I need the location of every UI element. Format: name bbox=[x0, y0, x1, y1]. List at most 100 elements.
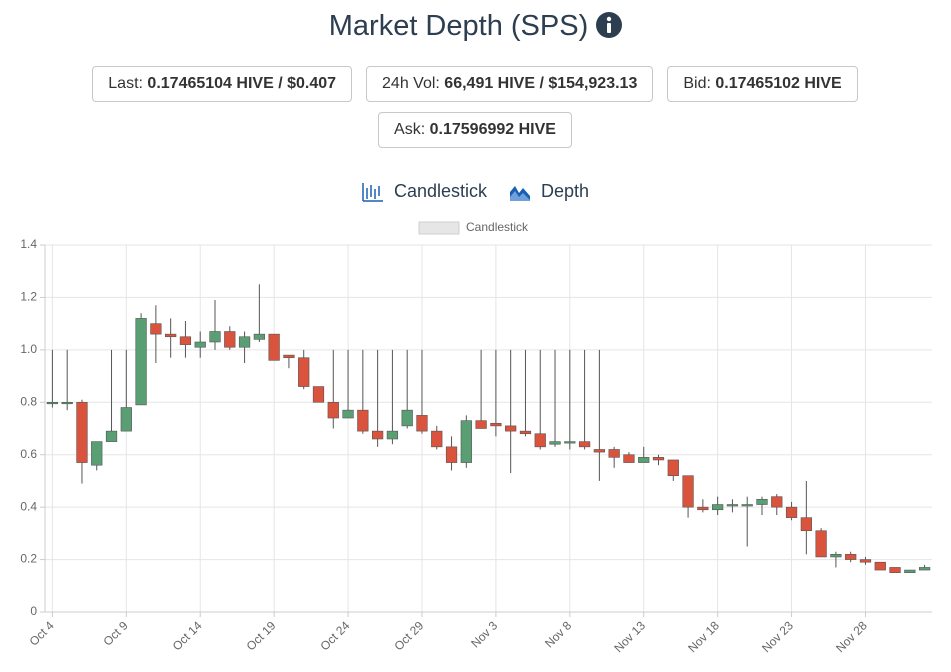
candle-body bbox=[771, 496, 783, 508]
tab-label: Depth bbox=[541, 181, 590, 201]
info-icon[interactable] bbox=[596, 12, 623, 38]
candle-body bbox=[46, 401, 59, 405]
tab[interactable]: Candlestick bbox=[362, 181, 487, 202]
candle-body bbox=[918, 567, 931, 571]
candle-body bbox=[638, 457, 650, 463]
candle-body bbox=[386, 430, 399, 440]
candle-body bbox=[845, 554, 857, 560]
tab-label: Candlestick bbox=[393, 181, 487, 201]
stat-label: Bid: bbox=[683, 75, 711, 92]
candle-body bbox=[889, 567, 901, 573]
x-tick-label: Oct 19 bbox=[244, 618, 279, 653]
candle-body bbox=[194, 341, 206, 348]
y-tick-label: 0.8 bbox=[20, 394, 37, 408]
candle-body bbox=[800, 517, 812, 532]
page-title: Market Depth (SPS) bbox=[328, 10, 589, 42]
candle-body bbox=[460, 420, 472, 463]
x-tick-label: Nov 18 bbox=[685, 618, 722, 655]
candle-body bbox=[372, 430, 384, 440]
y-tick-label: 1.4 bbox=[20, 237, 37, 251]
candle-body bbox=[238, 336, 251, 348]
candle-body bbox=[165, 333, 177, 338]
candle-body bbox=[741, 504, 753, 507]
candle-body bbox=[76, 401, 88, 463]
chart: Candlestick 0 0.2 0.4 0.6 0.8 1.0 1.2 1.4 Oct 4 O… bbox=[20, 220, 932, 655]
candle-body bbox=[253, 333, 265, 340]
y-tick-label: 0 bbox=[30, 604, 37, 618]
candle-body bbox=[327, 401, 339, 419]
stat-box: 24h Vol: 66,491 HIVE / $154,923.13 bbox=[366, 66, 654, 102]
x-tick-label: Nov 8 bbox=[542, 618, 574, 650]
candle-body bbox=[357, 409, 369, 432]
legend-label[interactable]: Candlestick bbox=[466, 220, 529, 234]
candle-body bbox=[904, 569, 916, 573]
stat-value: 0.17465102 HIVE bbox=[715, 75, 842, 92]
tab[interactable]: Depth bbox=[509, 181, 589, 202]
y-tick-label: 0.6 bbox=[20, 447, 37, 461]
candle-body bbox=[593, 449, 605, 453]
candle-body bbox=[416, 415, 428, 432]
stat-label: Last: bbox=[108, 75, 143, 92]
candle-body bbox=[667, 459, 679, 476]
legend-swatch[interactable] bbox=[418, 221, 460, 235]
depth-icon bbox=[510, 185, 530, 201]
candle-body bbox=[150, 323, 162, 335]
x-tick-label: Nov 3 bbox=[468, 618, 500, 650]
y-tick-label: 0.4 bbox=[20, 499, 37, 513]
candlestick-icon bbox=[362, 182, 383, 202]
candle-body bbox=[682, 475, 694, 508]
x-tick-label: Oct 29 bbox=[391, 618, 426, 653]
candle-body bbox=[859, 559, 872, 563]
candle-body bbox=[785, 506, 798, 518]
candle-body bbox=[756, 498, 768, 505]
stat-value: 0.17596992 HIVE bbox=[429, 121, 556, 138]
candle-body bbox=[283, 354, 295, 359]
stat-box: Ask: 0.17596992 HIVE bbox=[378, 112, 572, 148]
tabs: Candlestick Depth bbox=[0, 181, 951, 202]
candle-body bbox=[519, 430, 532, 435]
candle-body bbox=[534, 433, 546, 448]
x-tick-label: Oct 24 bbox=[318, 618, 353, 653]
candle-body bbox=[431, 430, 443, 448]
x-tick-label: Nov 13 bbox=[611, 618, 648, 655]
candle-body bbox=[120, 407, 132, 432]
candle-body bbox=[135, 318, 147, 406]
candle-body bbox=[697, 506, 709, 511]
candle-body bbox=[726, 504, 739, 507]
candle-body bbox=[342, 409, 354, 419]
candle-body bbox=[224, 331, 236, 348]
stat-box: Last: 0.17465104 HIVE / $0.407 bbox=[92, 66, 353, 102]
stat-label: Ask: bbox=[394, 121, 426, 138]
candle-body bbox=[268, 333, 280, 361]
candle-body bbox=[549, 441, 561, 445]
candle-body bbox=[505, 425, 517, 432]
candle-body bbox=[298, 357, 310, 387]
stat-value: 66,491 HIVE / $154,923.13 bbox=[444, 75, 638, 92]
candle-body bbox=[475, 420, 487, 429]
candle-body bbox=[312, 386, 325, 403]
y-tick-label: 1.2 bbox=[20, 290, 37, 304]
candle-body bbox=[445, 446, 458, 463]
candle-body bbox=[91, 441, 103, 466]
candle-body bbox=[179, 336, 192, 345]
stat-box: Bid: 0.17465102 HIVE bbox=[667, 66, 858, 102]
x-tick-label: Oct 9 bbox=[100, 618, 130, 648]
stats: Last: 0.17465104 HIVE / $0.407 24h Vol: … bbox=[80, 66, 870, 148]
stat-label: 24h Vol: bbox=[382, 75, 440, 92]
candle-body bbox=[578, 441, 591, 448]
x-tick-label: Nov 23 bbox=[759, 618, 796, 655]
candle-body bbox=[105, 430, 118, 442]
candle-body bbox=[712, 504, 724, 511]
x-tick-label: Oct 4 bbox=[27, 618, 57, 648]
candle-body bbox=[652, 457, 665, 461]
candle-body bbox=[209, 331, 221, 343]
title-bar: Market Depth (SPS) bbox=[0, 10, 951, 43]
y-tick-label: 1.0 bbox=[20, 342, 37, 356]
stat-value: 0.17465104 HIVE / $0.407 bbox=[147, 75, 337, 92]
y-tick-label: 0.2 bbox=[20, 552, 37, 566]
candle-body bbox=[564, 441, 576, 444]
x-tick-label: Nov 28 bbox=[833, 618, 870, 655]
candle-body bbox=[608, 449, 620, 458]
candle-body bbox=[401, 409, 413, 427]
